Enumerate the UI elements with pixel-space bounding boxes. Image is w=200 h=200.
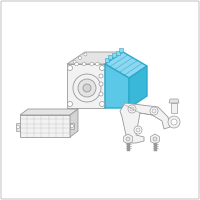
Circle shape [100, 102, 104, 106]
Circle shape [96, 62, 99, 66]
Circle shape [70, 124, 74, 128]
Circle shape [100, 66, 104, 71]
Circle shape [134, 126, 142, 134]
Circle shape [99, 92, 103, 96]
Circle shape [99, 82, 103, 86]
Circle shape [153, 137, 157, 141]
Circle shape [128, 105, 136, 113]
Polygon shape [105, 64, 129, 108]
Polygon shape [67, 52, 123, 64]
Circle shape [68, 66, 72, 71]
Polygon shape [171, 103, 177, 113]
Polygon shape [105, 58, 109, 62]
Polygon shape [151, 134, 159, 144]
Circle shape [73, 74, 101, 102]
Circle shape [83, 84, 91, 92]
Circle shape [75, 62, 78, 66]
Polygon shape [112, 53, 116, 57]
Circle shape [84, 53, 87, 56]
Circle shape [68, 102, 72, 106]
Circle shape [82, 62, 86, 66]
Polygon shape [67, 64, 105, 108]
Polygon shape [105, 52, 123, 108]
Polygon shape [119, 48, 123, 52]
Circle shape [90, 62, 94, 66]
Circle shape [130, 107, 134, 111]
Circle shape [78, 79, 96, 97]
Polygon shape [129, 66, 147, 108]
Circle shape [136, 128, 140, 132]
Polygon shape [16, 123, 20, 131]
Polygon shape [108, 55, 112, 59]
Polygon shape [120, 103, 170, 143]
Circle shape [150, 107, 158, 115]
Circle shape [152, 109, 156, 113]
Polygon shape [105, 52, 147, 78]
Circle shape [73, 60, 76, 63]
Polygon shape [116, 51, 120, 55]
Polygon shape [70, 123, 74, 129]
Circle shape [168, 116, 180, 128]
Circle shape [126, 137, 130, 141]
Circle shape [99, 74, 103, 78]
Polygon shape [20, 109, 78, 115]
Polygon shape [70, 109, 78, 137]
Polygon shape [20, 115, 70, 137]
Circle shape [16, 126, 20, 129]
Polygon shape [124, 134, 132, 144]
Polygon shape [169, 99, 179, 103]
Circle shape [78, 56, 82, 60]
Circle shape [171, 119, 177, 125]
